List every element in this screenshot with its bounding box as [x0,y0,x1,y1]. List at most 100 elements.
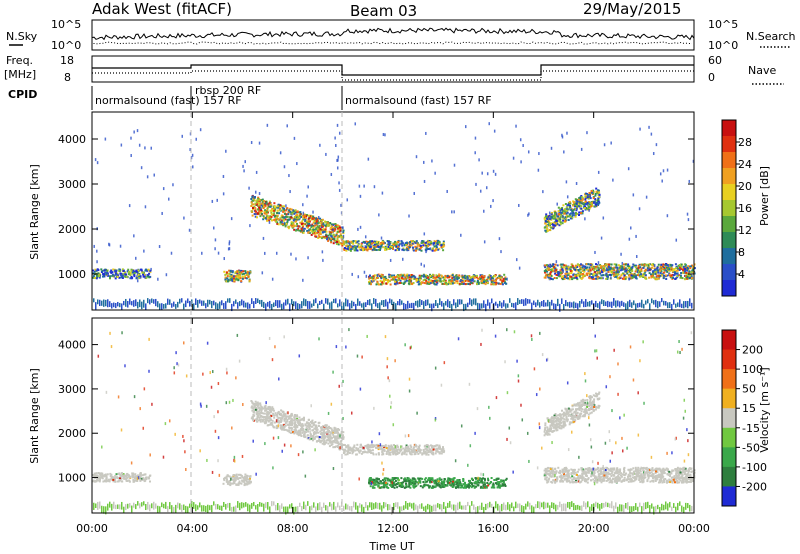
x-tick-label: 12:00 [377,522,409,535]
colorbar-tick-label: 4 [738,268,745,281]
cpid-label: CPID [8,88,37,101]
colorbar-swatch [722,369,736,390]
beam-title: Beam 03 [350,2,417,20]
colorbar-swatch [722,466,736,487]
frequency-trace [92,64,694,81]
colorbar-swatch [722,120,736,137]
x-tick-label: 00:00 [76,522,108,535]
colorbar-tick-label: 12 [738,224,752,237]
echo-region [223,269,252,283]
colorbar-swatch [722,388,736,409]
echo-region [543,263,696,281]
date-title: 29/May/2015 [583,0,681,18]
colorbar-tick-label: 28 [738,136,752,149]
colorbar-swatch [722,264,736,281]
cpid-segment-2: rbsp 200 RF [195,84,261,97]
velocity-colorbar-label: Velocity [m s⁻¹] [758,367,771,452]
velocity-y-axis-label: Slant Range [km] [28,368,41,464]
colorbar-tick-label: 24 [738,158,752,171]
echo-region [222,473,252,487]
x-tick-label: 20:00 [578,522,610,535]
nave-label: Nave [748,64,776,77]
velocity-echoes [92,328,696,515]
colorbar-swatch [722,280,736,297]
power-y-axis-label: Slant Range [km] [28,164,41,260]
y-tick-label: 4000 [58,339,86,352]
freq-tick-high: 18 [60,54,74,67]
colorbar-tick-label: 100 [742,363,763,376]
echo-region [342,239,446,252]
power-colorbar: 4 8 12 16 20 24 28 [721,119,752,297]
y-tick-label: 3000 [58,383,86,396]
velocity-colorbar: 200 100 50 15 -15 -50 -100 -200 [721,329,767,507]
n-sky-tick-high: 10^5 [51,18,81,31]
colorbar-swatch [722,408,736,429]
colorbar-tick-label: -200 [742,480,767,493]
colorbar-swatch [722,232,736,249]
colorbar-tick-label: 20 [738,180,752,193]
colorbar-tick-label: 16 [738,202,752,215]
freq-label: Freq. [6,54,33,67]
x-tick-label: 16:00 [477,522,509,535]
colorbar-tick-label: -50 [742,441,760,454]
echo-region [92,268,152,280]
echo-region [543,187,601,233]
colorbar-swatch [722,486,736,507]
colorbar-swatch [722,184,736,201]
station-title: Adak West (fitACF) [92,0,232,18]
echo-region [250,194,345,247]
colorbar-tick-label: 15 [742,402,756,415]
y-tick-label: 1000 [58,268,86,281]
y-tick-label: 2000 [58,427,86,440]
velocity-panel: 1000 2000 3000 4000 00:00 04:00 08:00 12:00 16:… [28,112,771,553]
freq-unit-label: [MHz] [4,68,36,81]
echo-region [368,477,508,489]
colorbar-tick-label: 8 [738,246,745,259]
echo-region [543,391,601,437]
power-echoes [92,122,696,312]
y-tick-label: 3000 [58,178,86,191]
colorbar-tick-label: -15 [742,422,760,435]
colorbar-swatch [722,200,736,217]
colorbar-swatch [722,349,736,370]
nave-tick-low: 0 [708,71,715,84]
nave-tick-high: 60 [708,54,722,67]
colorbar-tick-label: -100 [742,461,767,474]
cpid-row: CPID normalsound (fast) 157 RF rbsp 200 … [8,84,492,110]
n-sky-tick-low: 10^0 [51,39,81,52]
frequency-panel: Freq. [MHz] 18 8 Nave 60 0 [4,54,784,85]
x-tick-label: 04:00 [176,522,208,535]
colorbar-swatch [722,447,736,468]
y-tick-label: 1000 [58,472,86,485]
n-search-tick-high: 10^5 [708,18,738,31]
time-axis-label: Time UT [368,540,414,553]
echo-region [342,443,446,456]
colorbar-swatch [722,216,736,233]
x-tick-label: 08:00 [277,522,309,535]
echo-region [250,400,345,451]
y-tick-label: 2000 [58,223,86,236]
colorbar-swatch [722,136,736,153]
noise-panel: N.Sky 10^5 10^0 N.Search 10^5 10^0 [6,18,796,52]
echo-region [543,466,696,484]
colorbar-swatch [722,427,736,448]
n-search-label: N.Search [746,30,796,43]
power-colorbar-label: Power [dB] [758,166,771,226]
colorbar-swatch [722,152,736,169]
cpid-segment-3: normalsound (fast) 157 RF [345,94,492,107]
colorbar-tick-label: 200 [742,344,763,357]
colorbar-swatch [722,330,736,351]
echo-region [368,273,508,286]
noise-trace [91,27,695,45]
power-panel: 1000 2000 3000 4000 Slant Range [km] 4 8 12 16… [28,111,771,312]
colorbar-swatch [722,168,736,185]
x-tick-label: 00:00 [678,522,710,535]
freq-tick-low: 8 [64,71,71,84]
cpid-segment-1: normalsound (fast) 157 RF [95,94,242,107]
colorbar-tick-label: 50 [742,383,756,396]
colorbar-swatch [722,248,736,265]
y-tick-label: 4000 [58,133,86,146]
n-search-tick-low: 10^0 [708,39,738,52]
n-sky-label: N.Sky [6,30,38,43]
